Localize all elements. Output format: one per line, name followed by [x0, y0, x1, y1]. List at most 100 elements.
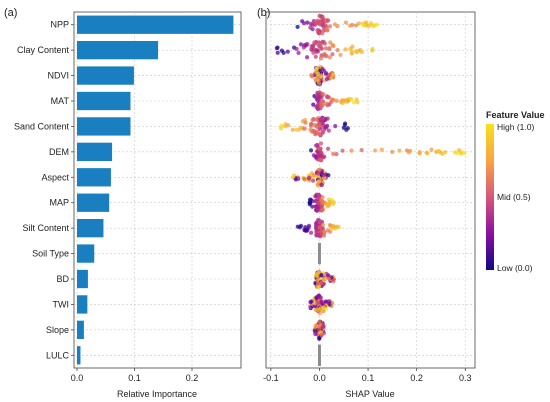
shap-point: [317, 225, 322, 230]
x-tick-label: 0.3: [459, 373, 472, 383]
shap-point: [308, 127, 313, 132]
shap-point: [370, 46, 375, 52]
shap-point: [331, 44, 336, 49]
shap-point: [316, 71, 321, 77]
shap-point: [330, 72, 335, 77]
shap-point: [321, 116, 326, 121]
shap-point: [325, 146, 331, 151]
shap-point: [305, 20, 310, 25]
panel-a-xlabel: Relative Importance: [117, 389, 197, 399]
shap-point: [319, 100, 324, 105]
bar: [77, 66, 134, 85]
shap-point: [334, 152, 339, 157]
shap-point: [316, 81, 322, 86]
shap-point: [343, 20, 349, 25]
shap-point: [317, 311, 322, 316]
colorbar-gradient: [486, 124, 494, 270]
shap-point: [312, 129, 317, 134]
shap-point: [325, 273, 331, 278]
category-label: Sand Content: [14, 121, 70, 131]
shap-point: [359, 50, 364, 55]
shap-point: [308, 230, 314, 235]
shap-point: [325, 204, 330, 209]
shap-point: [286, 123, 291, 128]
x-tick-label: 0.0: [313, 373, 326, 383]
shap-point: [313, 331, 318, 336]
shap-point: [320, 129, 325, 135]
category-label: TWI: [53, 299, 70, 309]
shap-point: [331, 151, 336, 156]
bar: [77, 346, 81, 365]
shap-point: [316, 193, 321, 198]
shap-point: [296, 50, 301, 55]
shap-point: [397, 148, 402, 153]
shap-point: [319, 103, 325, 108]
shap-point: [312, 301, 317, 306]
shap-point: [317, 132, 322, 137]
shap-point: [338, 52, 343, 57]
shap-point: [317, 147, 322, 152]
shap-point: [459, 151, 464, 156]
shap-point: [349, 97, 354, 102]
x-tick-label: 0.0: [71, 373, 84, 383]
shap-point: [315, 217, 321, 223]
category-label: LULC: [46, 350, 70, 360]
shap-point: [275, 50, 280, 55]
shap-point: [356, 21, 361, 26]
shap-point: [307, 175, 312, 180]
shap-point: [340, 98, 346, 103]
panel-b-points: [274, 13, 467, 366]
shap-point: [320, 39, 325, 44]
shap-point: [316, 293, 321, 298]
category-label: Soil Type: [32, 249, 69, 259]
shap-point: [317, 179, 322, 184]
shap-point: [311, 102, 316, 107]
shap-point: [333, 123, 338, 129]
shap-point: [342, 122, 347, 127]
shap-point: [298, 42, 304, 47]
shap-point: [320, 23, 325, 28]
shap-point: [349, 148, 354, 153]
shap-point: [330, 52, 335, 57]
shap-point: [316, 31, 321, 36]
shap-point: [320, 66, 325, 72]
shap-point: [331, 200, 336, 205]
shap-point: [278, 126, 284, 131]
bar: [77, 295, 88, 314]
shap-point: [340, 148, 345, 153]
shap-point: [359, 147, 364, 153]
shap-point: [291, 174, 296, 179]
shap-point: [308, 25, 313, 30]
shap-point: [455, 150, 460, 156]
shap-point: [361, 23, 366, 28]
category-label: Clay Content: [17, 45, 70, 55]
shap-point: [327, 46, 332, 51]
category-label: NDVI: [47, 71, 69, 81]
shap-point: [279, 48, 285, 53]
shap-point: [317, 13, 322, 18]
shap-point: [302, 126, 307, 131]
shap-point: [316, 92, 321, 97]
category-label: Silt Content: [22, 223, 69, 233]
shap-point: [343, 47, 348, 52]
panel-b-label: (b): [257, 7, 270, 19]
shap-point: [298, 223, 304, 229]
shap-point: [326, 18, 331, 23]
bar: [77, 269, 88, 289]
colorbar-label-low: Low (0.0): [497, 263, 533, 273]
category-label: BD: [56, 274, 69, 284]
shap-point: [327, 55, 333, 60]
shap-point: [355, 49, 360, 54]
shap-point: [313, 143, 319, 148]
shap-point: [327, 301, 332, 307]
shap-point: [462, 150, 467, 156]
shap-point: [290, 127, 295, 132]
shap-point: [320, 199, 325, 204]
shap-point: [335, 47, 340, 53]
shap-point: [320, 207, 325, 212]
shap-point: [317, 153, 322, 158]
category-label: DEM: [49, 147, 69, 157]
category-label: NPP: [50, 20, 69, 30]
shap-point: [319, 46, 324, 51]
colorbar-label-mid: Mid (0.5): [497, 192, 531, 202]
